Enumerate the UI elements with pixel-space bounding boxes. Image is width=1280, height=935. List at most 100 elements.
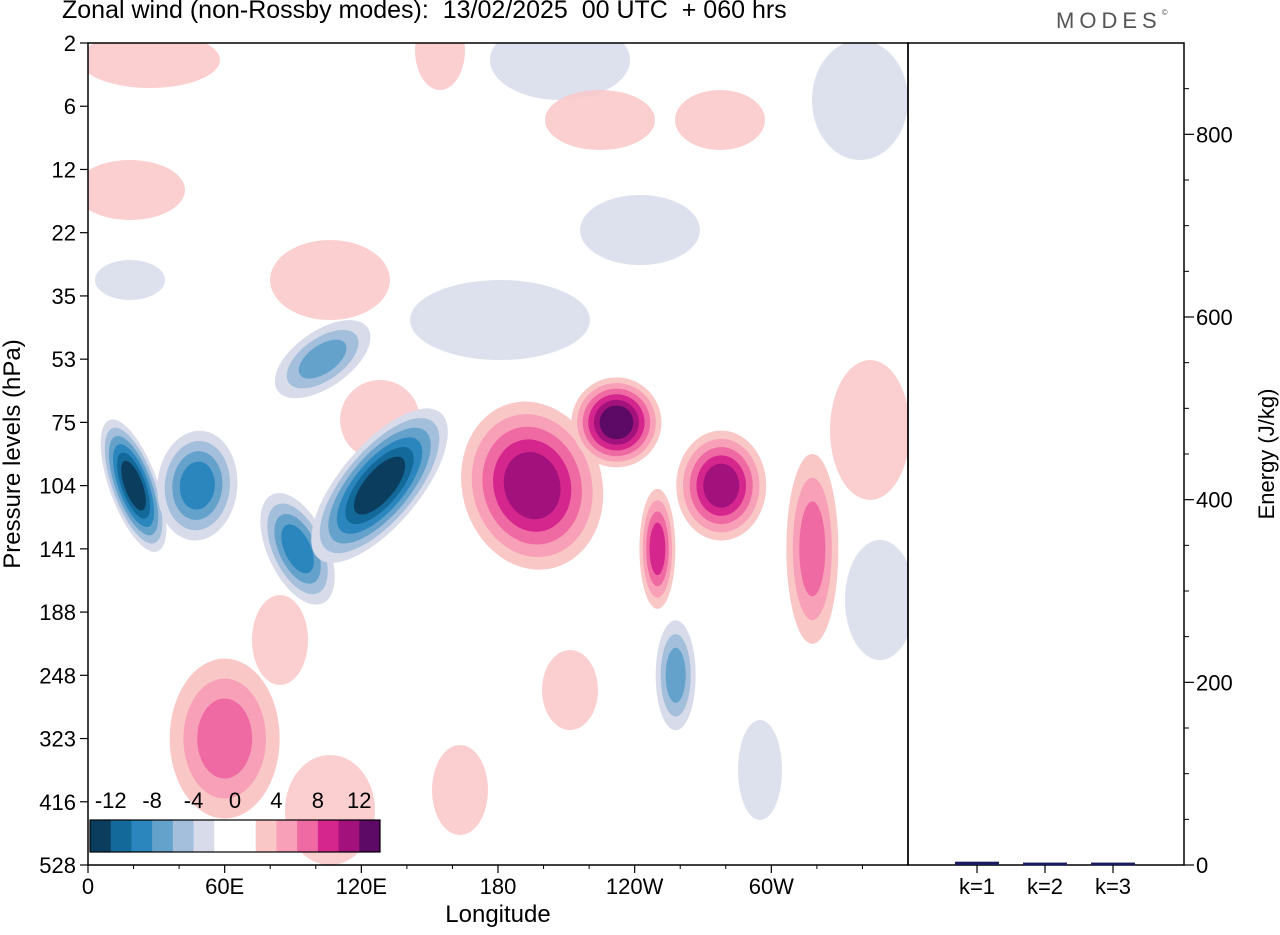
x-tick-label: 180 <box>480 874 517 899</box>
colorbar-swatch <box>152 820 174 852</box>
wind-feature-3 <box>311 408 448 563</box>
colorbar-label: -12 <box>95 788 127 813</box>
x-tick-label: 120W <box>606 874 664 899</box>
energy-tick-label: 600 <box>1196 305 1233 330</box>
brand-logo: MODES© <box>1056 8 1168 34</box>
contour-level-2 <box>665 647 686 703</box>
contour-level-2 <box>298 339 347 379</box>
colorbar-swatch <box>276 820 298 852</box>
energy-axis-label: Energy (J/kg) <box>1254 389 1279 520</box>
colorbar-swatch <box>131 820 153 852</box>
field-patch-12 <box>845 540 908 660</box>
contour-level-4 <box>503 451 561 520</box>
field-patch-14 <box>432 745 488 835</box>
field-patch-10 <box>410 280 590 360</box>
field-patch-4 <box>545 90 655 150</box>
field-patch-1 <box>490 43 630 100</box>
wind-field <box>88 43 908 865</box>
energy-tick-label: 800 <box>1196 122 1233 147</box>
energy-bar <box>1023 862 1067 866</box>
wind-feature-4 <box>274 320 371 399</box>
energy-frame <box>907 42 1185 866</box>
field-patch-6 <box>580 195 700 265</box>
contour-level-5 <box>121 460 146 511</box>
y-tick-label: 104 <box>39 474 76 499</box>
y-axis-label: Pressure levels (hPa) <box>0 339 26 568</box>
field-patch-7 <box>812 43 908 160</box>
contour-level-3 <box>281 524 314 574</box>
colorbar-swatch <box>214 820 236 852</box>
colorbar-label: 0 <box>229 788 241 813</box>
energy-axis: 0 200 400 600 800 <box>1184 88 1233 878</box>
colorbar: -12 -8 -4 0 4 8 12 <box>89 788 381 853</box>
brand-mark: © <box>1161 8 1168 17</box>
x-axis: 0 60E 120E 180 120W 60W <box>82 865 863 899</box>
y-tick-label: 141 <box>39 537 76 562</box>
wind-feature-11 <box>786 453 839 644</box>
wind-feature-2 <box>260 493 335 605</box>
colorbar-label: -8 <box>142 788 162 813</box>
wind-feature-10 <box>655 620 696 731</box>
field-patch-17 <box>415 43 465 90</box>
energy-tick-label: 0 <box>1196 853 1208 878</box>
y-tick-label: 2 <box>64 31 76 56</box>
colorbar-swatch <box>255 820 277 852</box>
x-tick-label: 60W <box>749 874 794 899</box>
y-tick-label: 75 <box>52 410 76 435</box>
y-tick-label: 188 <box>39 600 76 625</box>
colorbar-label: -4 <box>184 788 204 813</box>
x-tick-label: 120E <box>336 874 387 899</box>
energy-category-label: k=3 <box>1095 874 1131 899</box>
field-patch-2 <box>88 160 185 220</box>
colorbar-swatch <box>172 820 195 852</box>
wind-feature-1 <box>157 430 238 541</box>
colorbar-swatch <box>235 820 257 852</box>
y-tick-label: 35 <box>52 284 76 309</box>
x-tick-label: 60E <box>205 874 244 899</box>
field-patch-8 <box>95 260 165 300</box>
y-tick-label: 323 <box>39 727 76 752</box>
field-patch-13 <box>252 595 308 685</box>
contour-level-3 <box>179 461 215 510</box>
colorbar-label: 8 <box>312 788 324 813</box>
field-patch-0 <box>88 43 220 88</box>
contour-level-5 <box>599 405 634 440</box>
x-axis-label: Longitude <box>445 901 550 928</box>
wind-feature-0 <box>100 419 167 552</box>
colorbar-label: 4 <box>270 788 282 813</box>
contour-level-2 <box>197 698 253 779</box>
contour-level-5 <box>353 456 406 515</box>
colorbar-swatch <box>359 820 381 852</box>
contour-level-2 <box>799 501 826 597</box>
field-patch-16 <box>542 650 598 730</box>
field-patch-11 <box>830 360 908 500</box>
y-tick-label: 6 <box>64 94 76 119</box>
colorbar-swatch <box>317 820 340 852</box>
energy-bars: k=1 k=2 k=3 <box>955 861 1135 899</box>
energy-bar <box>1091 862 1135 866</box>
x-tick-label: 0 <box>82 874 94 899</box>
contour-level-4 <box>703 463 740 508</box>
energy-bar <box>955 861 999 865</box>
field-patch-5 <box>675 90 765 150</box>
colorbar-swatch <box>90 820 112 852</box>
wind-feature-9 <box>169 658 280 819</box>
field-patch-3 <box>270 240 390 320</box>
y-tick-label: 416 <box>39 790 76 815</box>
y-axis: 2 6 12 22 35 53 75 104 141 188 248 323 416 528 <box>39 31 88 878</box>
colorbar-label: 12 <box>347 788 371 813</box>
y-tick-label: 12 <box>52 157 76 182</box>
colorbar-swatch <box>338 820 360 852</box>
energy-category-label: k=2 <box>1027 874 1063 899</box>
colorbar-swatch <box>110 820 132 852</box>
energy-category-label: k=1 <box>959 874 995 899</box>
colorbar-swatch <box>297 820 319 852</box>
y-tick-label: 528 <box>39 853 76 878</box>
wind-feature-5 <box>461 401 604 570</box>
colorbar-swatch <box>193 820 215 852</box>
energy-tick-label: 200 <box>1196 670 1233 695</box>
y-tick-label: 248 <box>39 663 76 688</box>
wind-feature-6 <box>571 377 662 468</box>
